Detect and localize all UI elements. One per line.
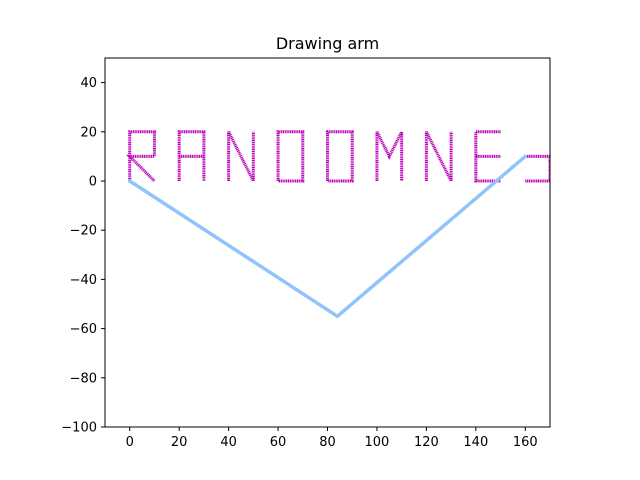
x-tick-label: 0 [126,435,134,450]
y-tick-label: 20 [80,125,97,140]
y-tick-label: 0 [89,175,97,190]
y-tick-label: −20 [70,224,97,239]
y-tick-label: −40 [70,273,97,288]
x-tick-label: 160 [513,435,538,450]
drawn-letter-stroke [227,131,255,182]
x-tick-label: 20 [171,435,188,450]
plot-area [105,58,550,427]
x-tick-label: 100 [365,435,390,450]
y-axis-ticks: −100 −80 −60 −40 −20 0 20 40 [61,76,105,436]
y-tick-label: −80 [70,371,97,386]
x-tick-label: 60 [270,435,287,450]
x-tick-label: 80 [319,435,336,450]
x-axis-ticks: 0 20 40 60 80 100 120 140 160 [126,427,538,450]
drawn-letter-stroke [326,130,354,183]
arm-line [127,154,528,319]
x-tick-label: 40 [220,435,237,450]
arm-layer [127,154,528,319]
chart-title: Drawing arm [276,34,379,53]
drawn-letter-stroke [276,130,305,183]
drawn-letters-layer [126,130,550,183]
drawn-letter-stroke [375,131,404,181]
y-tick-label: −60 [70,322,97,337]
x-tick-label: 140 [463,435,488,450]
y-tick-label: 40 [80,76,97,91]
x-tick-label: 120 [414,435,439,450]
y-tick-label: −100 [61,421,97,436]
drawn-letter-stroke [424,131,453,182]
